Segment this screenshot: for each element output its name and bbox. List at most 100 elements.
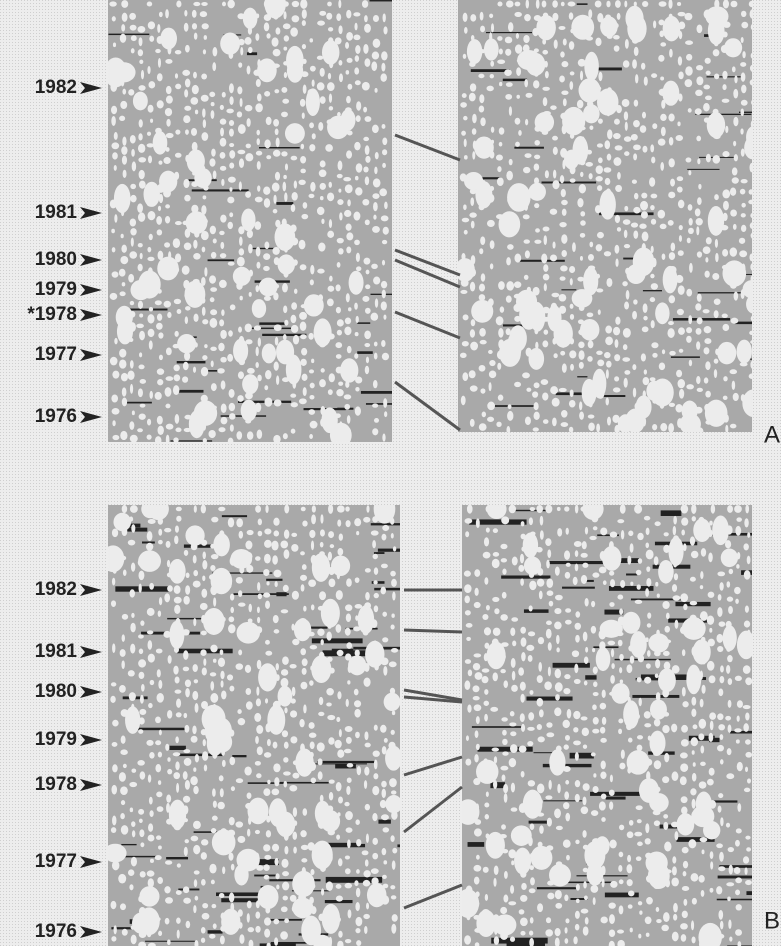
vessel: [373, 277, 380, 285]
vessel: [238, 909, 243, 917]
vessel: [683, 871, 687, 876]
vessel: [121, 660, 124, 669]
vessel: [167, 769, 172, 774]
vessel: [212, 816, 218, 821]
vessel: [639, 698, 642, 706]
vessel: [720, 921, 723, 930]
vessel: [158, 846, 162, 850]
vessel: [561, 410, 568, 418]
vessel: [175, 129, 180, 134]
vessel: [480, 388, 485, 393]
vessel: [662, 601, 669, 609]
vessel: [292, 591, 299, 600]
vessel: [596, 647, 611, 671]
vessel: [474, 819, 481, 825]
vessel: [617, 519, 624, 523]
vessel: [121, 79, 125, 87]
vessel: [660, 423, 667, 431]
vessel: [577, 198, 583, 207]
vessel: [221, 691, 226, 700]
vessel: [537, 568, 543, 576]
vessel: [355, 819, 359, 825]
vessel: [292, 15, 300, 22]
vessel: [383, 827, 390, 832]
vessel: [209, 864, 216, 874]
vessel: [282, 656, 289, 665]
vessel: [354, 142, 360, 150]
vessel: [604, 352, 611, 358]
vessel: [210, 347, 217, 351]
vessel: [651, 342, 658, 348]
vessel: [338, 248, 344, 254]
vessel: [138, 550, 161, 572]
vessel: [217, 802, 224, 810]
vessel: [469, 370, 476, 378]
vessel: [374, 167, 377, 174]
vessel: [345, 939, 351, 943]
vessel: [185, 688, 190, 697]
vessel: [534, 203, 539, 208]
vessel: [255, 736, 259, 744]
vessel: [140, 842, 144, 847]
vessel: [618, 718, 623, 723]
vessel: [709, 675, 716, 683]
vessel: [589, 401, 593, 407]
vessel: [283, 771, 291, 775]
vessel: [255, 626, 262, 633]
vessel: [366, 903, 369, 910]
year-label: 1978: [35, 774, 77, 795]
vessel: [672, 584, 677, 592]
vessel: [343, 177, 351, 181]
vessel: [336, 590, 343, 600]
vessel: [573, 577, 578, 585]
vessel: [391, 614, 394, 618]
vessel: [523, 533, 538, 558]
vessel: [696, 136, 701, 142]
vessel: [319, 591, 326, 600]
vessel: [159, 597, 162, 605]
vessel: [274, 858, 278, 866]
vessel: [348, 909, 352, 918]
vessel: [174, 647, 179, 653]
vessel: [537, 724, 542, 730]
vessel: [651, 157, 655, 164]
vessel: [475, 900, 479, 908]
vessel: [528, 712, 534, 721]
vessel: [229, 143, 234, 147]
streak: [717, 899, 754, 901]
vessel: [136, 324, 144, 329]
vessel: [257, 185, 260, 191]
vessel: [509, 106, 512, 116]
vessel: [208, 430, 215, 438]
vessel: [119, 269, 126, 277]
vessel: [373, 15, 379, 22]
vessel: [470, 14, 476, 22]
vessel: [504, 69, 512, 76]
vessel: [690, 689, 697, 694]
vessel: [549, 864, 571, 887]
vessel: [630, 656, 635, 664]
vessel: [175, 267, 179, 273]
vessel: [211, 383, 217, 391]
vessel: [300, 132, 303, 139]
vessel: [464, 584, 471, 593]
vessel: [317, 82, 325, 90]
vessel: [725, 425, 728, 433]
vessel: [185, 839, 189, 843]
vessel: [646, 528, 650, 535]
vessel: [737, 340, 752, 364]
vessel: [380, 725, 386, 733]
vessel: [741, 100, 748, 106]
vessel: [346, 786, 350, 795]
vessel: [606, 1, 610, 8]
vessel: [344, 394, 352, 399]
vessel: [585, 162, 593, 167]
vessel: [464, 139, 467, 147]
vessel: [520, 554, 524, 564]
vessel: [300, 575, 307, 581]
vessel: [520, 682, 526, 691]
vessel: [505, 49, 511, 56]
vessel: [606, 361, 612, 368]
vessel: [719, 852, 724, 862]
vessel: [391, 579, 397, 587]
